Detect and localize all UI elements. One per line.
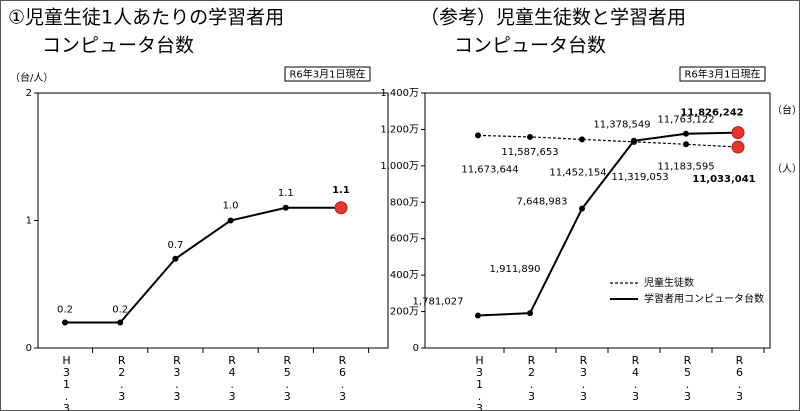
series-line [477, 134, 739, 148]
marker [475, 312, 481, 319]
value-label: 11,183,595 [657, 161, 714, 172]
highlight-marker [731, 126, 745, 140]
note: R6年3月1日現在 [684, 68, 760, 81]
series-end-label: （人） [772, 163, 800, 175]
value-label: 1,911,890 [490, 264, 541, 275]
chart-title: コンピュータ台数 [42, 35, 194, 57]
value-label: 11,763,122 [657, 115, 714, 126]
x-tick-label: R6.3 [733, 354, 746, 402]
value-label: 0.2 [112, 305, 128, 316]
y-tick-label: 400万 [390, 270, 419, 281]
y-tick-label: 0 [413, 343, 419, 354]
marker [172, 255, 179, 262]
marker [282, 204, 289, 211]
highlight-marker [731, 140, 745, 154]
y-tick-label: 200万 [390, 307, 419, 318]
x-tick-label: R3.3 [577, 354, 590, 402]
y-tick-label: 800万 [390, 197, 419, 208]
plot-area [424, 92, 771, 349]
value-label: 7,648,983 [517, 197, 568, 208]
marker [527, 310, 533, 317]
series-line [477, 131, 739, 317]
x-tick-label: R5.3 [280, 354, 294, 402]
series-line [65, 206, 341, 324]
legend-label: 児童生徒数 [644, 276, 694, 289]
plot-area [37, 92, 389, 349]
marker [227, 217, 234, 224]
y-tick-label: 1,200万 [380, 124, 419, 135]
y-tick-label: 1,400万 [380, 88, 419, 99]
x-tick-label: R2.3 [525, 354, 538, 402]
marker [683, 141, 689, 148]
value-label: 1.1 [332, 185, 350, 196]
x-tick-label: R2.3 [115, 354, 129, 402]
series-end-label: （台） [772, 104, 800, 117]
marker [631, 137, 637, 144]
value-label: 1.0 [223, 201, 239, 212]
value-label: 0.2 [57, 305, 73, 316]
y-tick-label: 2 [26, 88, 32, 99]
marker [117, 319, 124, 326]
value-label: 11,033,041 [692, 174, 755, 185]
marker [475, 132, 481, 139]
value-label: 11,673,644 [461, 164, 518, 175]
marker [62, 319, 68, 326]
x-tick-label: R4.3 [629, 354, 642, 402]
value-label: 11,587,653 [501, 147, 558, 158]
y-tick-label: 600万 [390, 234, 419, 245]
note: R6年3月1日現在 [289, 68, 365, 81]
marker [579, 205, 585, 212]
marker [579, 136, 585, 143]
x-tick-label: H31.3 [60, 354, 73, 411]
note-box [284, 66, 371, 82]
chart-title: コンピュータ台数 [454, 35, 606, 57]
marker [683, 130, 689, 137]
y-tick-label: 1 [26, 216, 32, 227]
x-tick-label: R6.3 [336, 354, 349, 402]
chart-title: ①児童生徒1人あたりの学習者用 [8, 7, 284, 29]
value-label: 1.1 [278, 188, 294, 199]
y-unit: （台/人） [10, 71, 53, 84]
x-tick-label: R3.3 [170, 354, 184, 402]
value-label: 11,319,053 [611, 172, 668, 183]
legend-label: 学習者用コンピュータ台数 [644, 292, 764, 305]
value-label: 0.7 [167, 240, 183, 251]
value-label: 11,452,154 [549, 167, 606, 178]
x-tick-label: R5.3 [681, 354, 694, 402]
y-tick-label: 1,000万 [380, 161, 419, 172]
note-box [679, 66, 766, 82]
marker [527, 133, 533, 140]
value-label: 11,826,242 [680, 108, 743, 119]
chart-title: （参考）児童生徒数と学習者用 [420, 7, 686, 29]
value-label: 1,781,027 [413, 297, 464, 308]
highlight-marker [334, 201, 348, 215]
y-tick-label: 0 [26, 343, 32, 354]
x-tick-label: H31.3 [473, 354, 486, 411]
value-label: 11,378,549 [593, 120, 650, 131]
x-tick-label: R4.3 [225, 354, 239, 402]
